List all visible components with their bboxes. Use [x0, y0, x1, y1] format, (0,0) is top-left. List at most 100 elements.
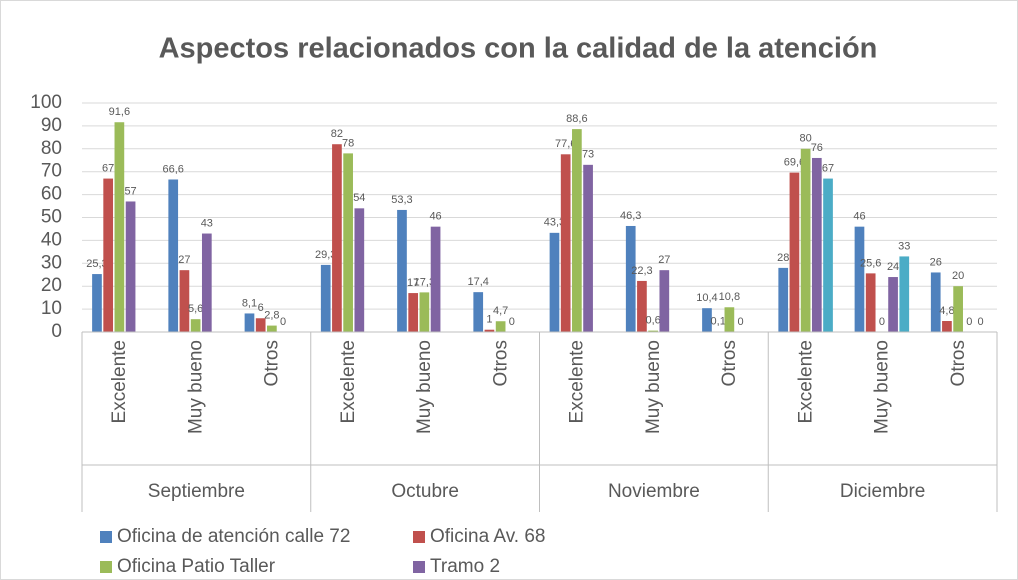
bar [255, 318, 266, 332]
data-label: 0 [966, 316, 972, 328]
bar [854, 226, 865, 332]
bar [267, 325, 277, 332]
data-label: 29,3 [315, 249, 336, 261]
x-tick-label: Muy bueno [185, 340, 206, 434]
x-tick-label: Excelente [109, 340, 130, 423]
data-label: 20 [952, 270, 964, 282]
legend-swatch [100, 531, 112, 543]
data-label: 69,6 [784, 157, 805, 169]
legend-label: Tramo 2 [430, 556, 500, 577]
bar [888, 277, 898, 332]
y-tick-label: 30 [41, 252, 62, 273]
bar [430, 226, 441, 332]
data-label: 10,4 [696, 292, 717, 304]
data-label: 26 [930, 256, 942, 268]
data-label: 77,6 [555, 138, 576, 150]
bar [724, 307, 735, 332]
data-label: 66,6 [163, 163, 184, 175]
bar [625, 225, 636, 332]
data-label: 10,8 [719, 291, 740, 303]
bar [811, 157, 822, 332]
chart-title: Aspectos relacionados con la calidad de … [159, 33, 878, 65]
bar [930, 272, 941, 332]
data-label: 0 [977, 316, 983, 328]
data-label: 0,1 [711, 316, 726, 328]
x-tick-label: Excelente [795, 340, 816, 423]
bar [114, 122, 125, 333]
data-label: 4,8 [939, 305, 954, 317]
bar [583, 164, 593, 332]
data-label: 67 [102, 162, 114, 174]
y-tick-label: 40 [41, 229, 62, 250]
bar [190, 319, 201, 332]
bar [244, 313, 255, 332]
bar [637, 280, 647, 332]
data-label: 4,7 [493, 305, 508, 317]
data-label: 43,3 [544, 217, 565, 229]
data-label: 5,6 [188, 303, 203, 315]
data-label: 24 [887, 261, 899, 273]
x-tick-label: Excelente [567, 340, 588, 423]
data-label: 57 [124, 185, 136, 197]
data-label: 25,6 [860, 257, 881, 269]
bar [320, 264, 331, 332]
bar [800, 148, 811, 332]
bar [354, 208, 365, 332]
bar [778, 267, 789, 332]
bar [953, 286, 963, 332]
data-label: 33 [898, 240, 910, 252]
y-tick-label: 50 [41, 207, 62, 228]
data-label: 91,6 [109, 106, 130, 118]
bar [103, 178, 114, 332]
bar [702, 308, 712, 332]
legend-swatch [413, 561, 425, 573]
legend-label: Oficina Patio Taller [117, 556, 276, 577]
data-label: 2,8 [264, 309, 279, 321]
bar [92, 274, 102, 332]
data-label: 22,3 [631, 265, 652, 277]
data-label: 1 [486, 314, 492, 326]
group-label: Noviembre [608, 481, 700, 502]
data-label: 46,3 [620, 210, 641, 222]
group-label: Diciembre [840, 481, 926, 502]
bar [865, 273, 876, 332]
bar [560, 154, 571, 332]
data-label: 27 [178, 254, 190, 266]
x-tick-label: Muy bueno [872, 340, 893, 434]
bar [179, 270, 190, 332]
x-tick-label: Muy bueno [643, 340, 664, 434]
y-tick-label: 70 [41, 161, 62, 182]
x-tick-label: Muy bueno [414, 340, 435, 434]
data-label: 17 [407, 277, 419, 289]
bar [789, 172, 800, 332]
legend-swatch [100, 561, 112, 573]
data-label: 6 [258, 302, 264, 314]
bar [397, 209, 407, 332]
y-tick-label: 60 [41, 184, 62, 205]
bar [942, 321, 952, 332]
x-tick-label: Otros [262, 340, 283, 386]
legend-label: Oficina Av. 68 [430, 526, 545, 547]
data-label: 27 [658, 254, 670, 266]
bar [572, 129, 582, 332]
bar [168, 179, 179, 332]
bar [648, 330, 658, 332]
data-label: 73 [582, 149, 594, 161]
data-label: 88,6 [566, 113, 587, 125]
bar [419, 292, 430, 332]
data-label: 0 [738, 316, 744, 328]
data-label: 78 [342, 137, 354, 149]
data-label: 46 [853, 211, 865, 223]
bar [484, 329, 495, 332]
x-tick-label: Otros [948, 340, 969, 386]
bar [549, 232, 560, 332]
bar [332, 144, 342, 332]
data-label: 0 [879, 316, 885, 328]
bar [125, 201, 136, 332]
data-label: 28 [777, 252, 789, 264]
data-label: 0,6 [645, 315, 660, 327]
y-tick-label: 100 [30, 92, 62, 113]
bar [899, 256, 910, 332]
data-label: 53,3 [391, 194, 412, 206]
